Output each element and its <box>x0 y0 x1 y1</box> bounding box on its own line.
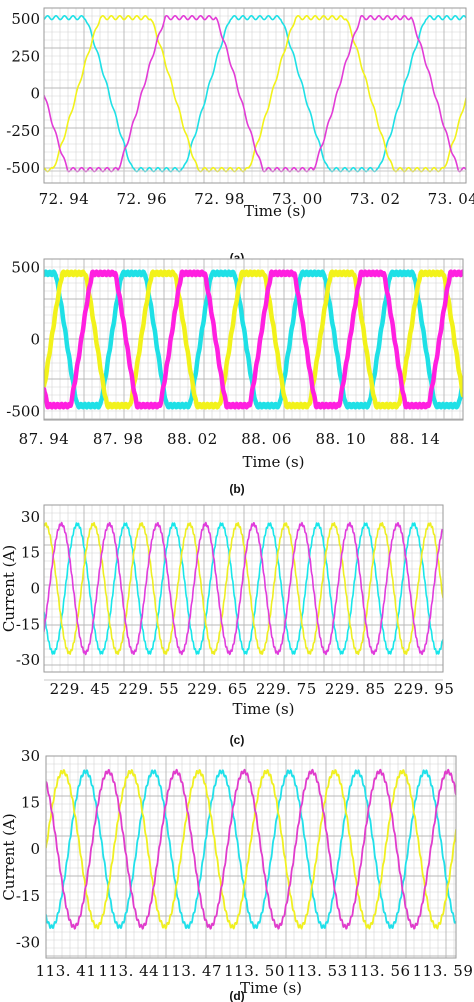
series-line-3 <box>44 14 466 173</box>
series-line-1 <box>44 522 443 655</box>
y-tick-label: 250 <box>11 47 40 65</box>
x-axis-label: Time (s) <box>244 202 306 220</box>
y-axis-label: Current (A) <box>0 813 18 900</box>
y-tick-label: -250 <box>6 122 40 140</box>
series-line-3 <box>44 521 443 656</box>
x-tick-label: 73. 00 <box>272 190 323 208</box>
y-tick-label: 30 <box>21 508 40 526</box>
x-tick-label: 229. 75 <box>256 680 317 698</box>
x-tick-label: 113. 56 <box>350 962 411 980</box>
series-line-2 <box>44 269 463 410</box>
y-tick-label: 0 <box>30 580 40 598</box>
y-axis-label: Current (A) <box>0 545 18 632</box>
grid-major <box>43 7 466 183</box>
series-line-1 <box>44 14 466 173</box>
x-tick-label: 113. 44 <box>98 962 159 980</box>
x-tick-label: 113. 53 <box>287 962 348 980</box>
x-tick-label: 229. 55 <box>118 680 179 698</box>
y-tick-label: -30 <box>16 933 40 951</box>
series-line-2 <box>46 769 456 930</box>
plot-frame <box>45 755 457 959</box>
series-line-2 <box>44 521 443 656</box>
chart-panel-1: 500 250 0 -250 -500 72. 94 72. 96 72. 98 73. 00 7… <box>6 7 474 265</box>
grid-major <box>43 504 443 672</box>
x-tick-label: 113. 50 <box>224 962 285 980</box>
x-tick-label: 87. 98 <box>93 430 144 448</box>
y-tick-label: -500 <box>6 159 40 177</box>
series-line-3 <box>44 269 463 410</box>
series-line-1 <box>46 769 456 929</box>
plot-frame <box>43 7 467 184</box>
panel-caption: (d) <box>229 989 244 1002</box>
x-axis-label: Time (s) <box>240 979 302 997</box>
y-tick-label: -30 <box>16 651 40 669</box>
x-tick-label: 88. 02 <box>167 430 218 448</box>
y-tick-label: 0 <box>30 331 40 349</box>
plot-frame <box>43 504 444 673</box>
series-line-3 <box>46 768 456 930</box>
plot-area <box>44 505 443 672</box>
x-tick-label: 73. 04 <box>428 190 474 208</box>
x-axis-label: Time (s) <box>242 453 304 471</box>
y-tick-label: -15 <box>16 887 40 905</box>
x-tick-label: 72. 96 <box>116 190 167 208</box>
y-tick-label: 0 <box>30 85 40 103</box>
x-tick-label: 88. 14 <box>390 430 441 448</box>
x-tick-label: 229. 85 <box>325 680 386 698</box>
x-tick-label: 88. 06 <box>241 430 292 448</box>
chart-panel-2: 500 0 -500 87. 94 87. 98 88. 02 88. 06 88. 10 88… <box>6 258 464 496</box>
x-tick-label: 229. 95 <box>394 680 455 698</box>
y-tick-label: 15 <box>21 544 40 562</box>
series-group <box>44 269 463 410</box>
y-tick-label: 500 <box>11 10 40 28</box>
plot-area <box>44 8 466 183</box>
x-tick-label: 73. 02 <box>350 190 401 208</box>
y-tick-label: 0 <box>30 840 40 858</box>
x-tick-label: 113. 59 <box>413 962 474 980</box>
panel-caption: (c) <box>230 733 245 747</box>
y-tick-label: -15 <box>16 615 40 633</box>
x-axis-label: Time (s) <box>232 700 294 718</box>
series-group <box>44 521 443 656</box>
x-tick-label: 113. 47 <box>161 962 222 980</box>
y-tick-label: 15 <box>21 794 40 812</box>
x-tick-label: 72. 94 <box>39 190 90 208</box>
x-tick-label: 113. 41 <box>36 962 97 980</box>
x-tick-label: 72. 98 <box>194 190 245 208</box>
y-tick-label: -500 <box>6 402 40 420</box>
chart-panel-3: 30 15 0 -15 -30 229. 45 229. 55 229. 65 229. 75 2… <box>0 504 455 747</box>
x-tick-label: 229. 65 <box>187 680 248 698</box>
x-tick-label: 229. 45 <box>50 680 111 698</box>
y-tick-label: 30 <box>21 747 40 765</box>
panel-caption: (b) <box>229 482 244 496</box>
y-tick-label: 500 <box>11 259 40 277</box>
plot-frame <box>43 258 464 421</box>
series-group <box>46 768 456 930</box>
x-tick-label: 87. 94 <box>19 430 70 448</box>
x-tick-label: 88. 10 <box>315 430 366 448</box>
